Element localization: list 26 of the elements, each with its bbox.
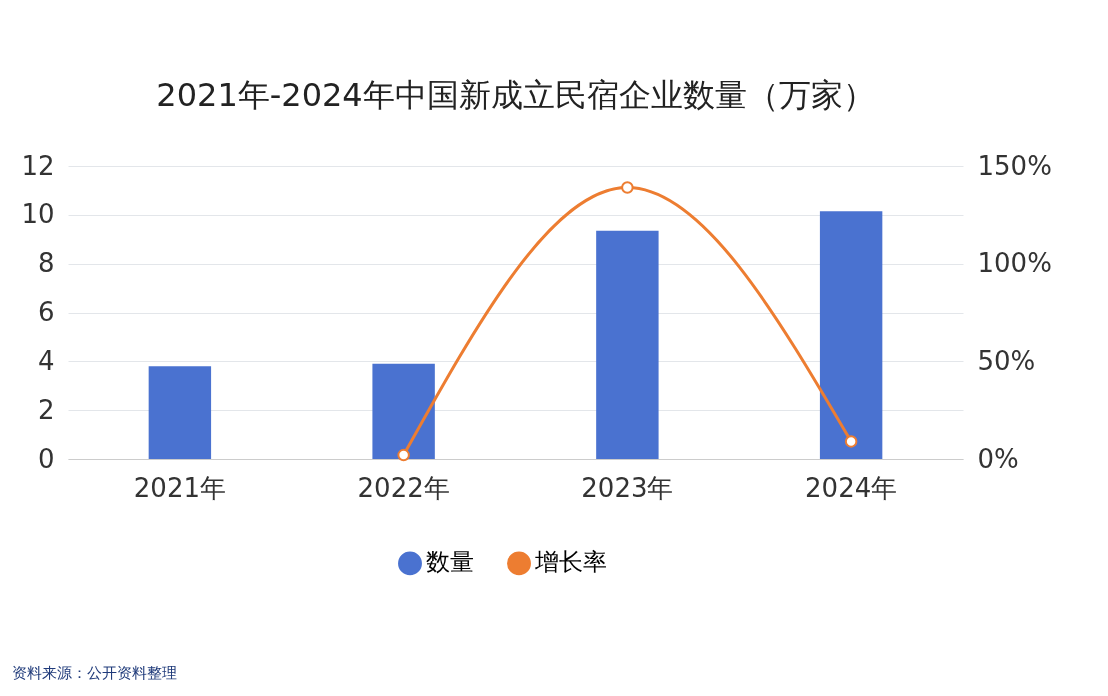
bar	[819, 211, 883, 459]
x-tick-label: 2023年	[581, 472, 674, 503]
y2-tick-label: 100%	[977, 248, 1052, 279]
bar	[596, 230, 659, 459]
chart-title: 2021年-2024年中国新成立民宿企业数量（万家）	[156, 76, 875, 114]
y2-tick-label: 50%	[977, 345, 1036, 376]
x-tick-label: 2021年	[133, 472, 226, 503]
y-tick-label: 8	[37, 248, 55, 279]
x-tick-label: 2022年	[357, 472, 450, 503]
legend-label: 增长率	[534, 548, 607, 577]
y-tick-label: 4	[37, 345, 55, 376]
y-tick-label: 0	[37, 443, 55, 474]
point	[397, 448, 410, 462]
y-tick-label: 12	[21, 150, 55, 181]
y2-tick-label: 150%	[977, 150, 1052, 181]
bar	[148, 366, 212, 459]
y2-tick-label: 0%	[977, 443, 1019, 474]
text: 资料来源：公开资料整理	[12, 664, 177, 683]
x-tick-label: 2024年	[805, 472, 898, 503]
point	[844, 435, 858, 448]
bar	[372, 363, 435, 459]
point	[621, 181, 634, 194]
y-tick-label: 2	[37, 394, 55, 425]
y-tick-label: 6	[37, 297, 55, 327]
y-tick-label: 10	[21, 199, 55, 230]
legend-label: 数量	[426, 548, 474, 577]
